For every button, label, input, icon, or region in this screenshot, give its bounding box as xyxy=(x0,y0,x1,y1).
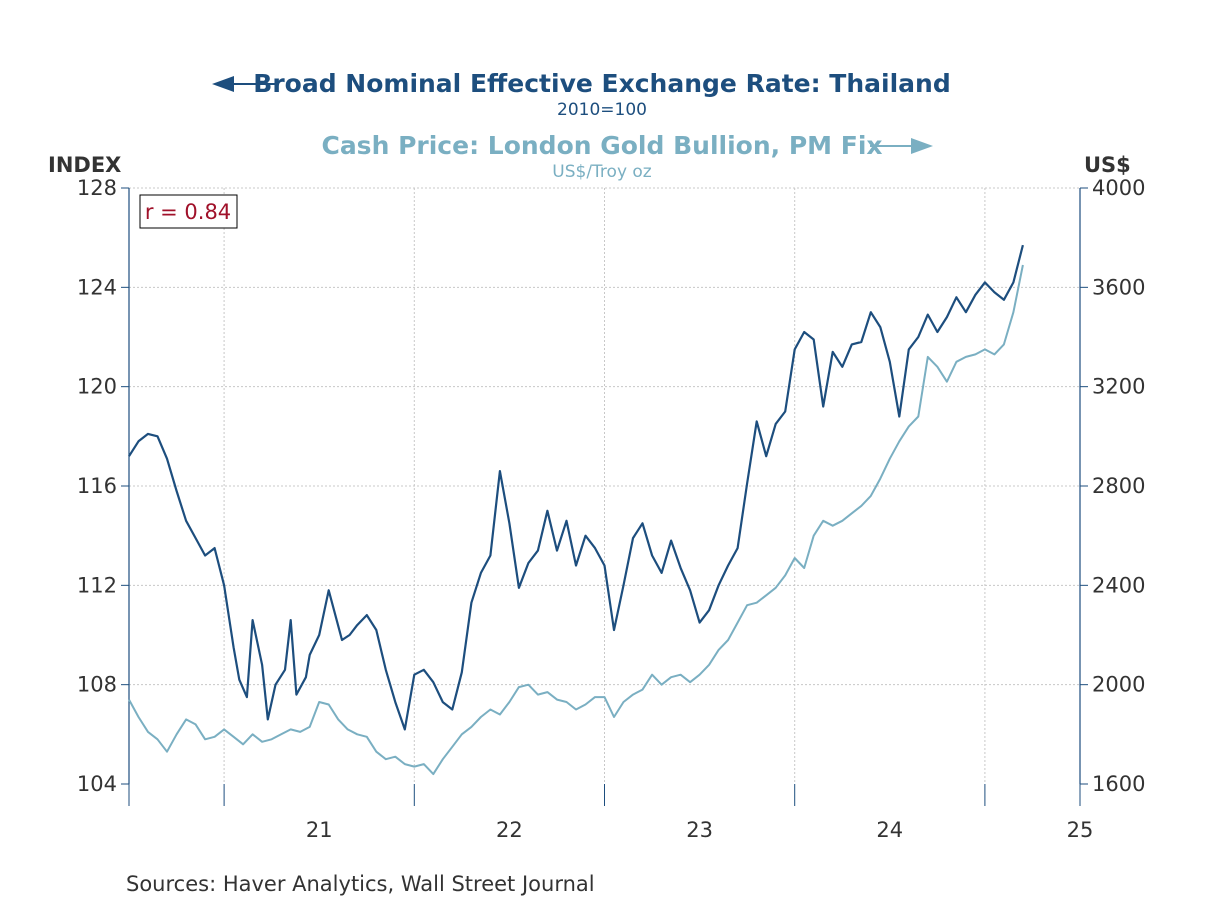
right-series-title: Cash Price: London Gold Bullion, PM Fix xyxy=(321,131,882,160)
left-tick-label: 112 xyxy=(77,573,117,597)
right-axis-unit: US$ xyxy=(1084,153,1131,177)
left-tick-label: 120 xyxy=(77,375,117,399)
right-series-legend: Cash Price: London Gold Bullion, PM Fix … xyxy=(321,131,933,182)
left-tick-label: 108 xyxy=(77,673,117,697)
series-lines xyxy=(128,244,1024,776)
right-tick-label: 2000 xyxy=(1092,673,1145,697)
right-series-subtitle: US$/Troy oz xyxy=(552,162,652,182)
right-arrow-icon xyxy=(911,138,933,154)
left-tick-label: 116 xyxy=(77,474,117,498)
correlation-box: r = 0.84 xyxy=(139,194,238,229)
right-tick-label: 1600 xyxy=(1092,772,1145,796)
gridlines xyxy=(129,187,1080,784)
x-tick-label: 22 xyxy=(496,818,523,842)
gold-price-line xyxy=(128,264,1024,776)
axes xyxy=(121,187,1088,806)
left-tick-label: 104 xyxy=(77,772,117,796)
right-tick-label: 2400 xyxy=(1092,573,1145,597)
correlation-box-frame xyxy=(139,194,238,229)
left-tick-label: 124 xyxy=(77,275,117,299)
chart-title: Broad Nominal Effective Exchange Rate: T… xyxy=(253,69,950,98)
right-tick-label: 4000 xyxy=(1092,176,1145,200)
left-tick-label: 128 xyxy=(77,176,117,200)
x-tick-label: 24 xyxy=(876,818,903,842)
chart-subtitle: 2010=100 xyxy=(557,100,647,120)
right-tick-label: 3600 xyxy=(1092,275,1145,299)
left-axis-unit: INDEX xyxy=(48,153,121,177)
exchange-rate-line xyxy=(128,244,1024,731)
right-tick-label: 2800 xyxy=(1092,474,1145,498)
right-tick-label: 3200 xyxy=(1092,375,1145,399)
source-note: Sources: Haver Analytics, Wall Street Jo… xyxy=(126,872,595,896)
tick-labels: 104 108 112 116 120 124 128 1600 2000 2400 2800 320… xyxy=(77,176,1146,842)
left-arrow-icon xyxy=(212,76,234,92)
correlation-label: r = 0.84 xyxy=(145,200,231,224)
left-series-legend: Broad Nominal Effective Exchange Rate: T… xyxy=(212,69,951,120)
x-tick-label: 25 xyxy=(1067,818,1094,842)
x-tick-label: 21 xyxy=(306,818,333,842)
x-tick-label: 23 xyxy=(686,818,713,842)
